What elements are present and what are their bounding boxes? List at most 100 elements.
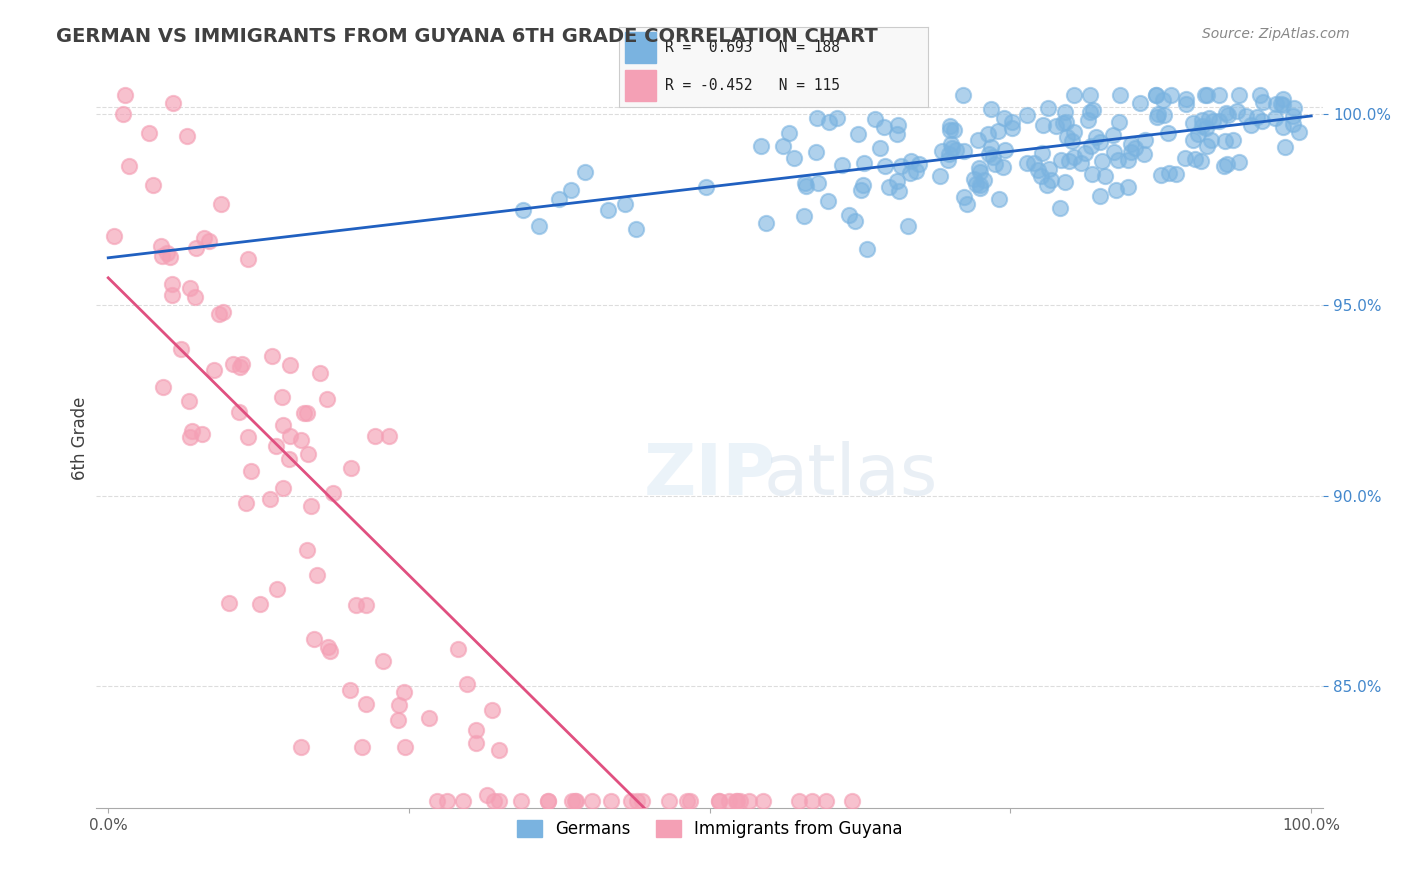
Point xyxy=(1201,132,1223,146)
Text: R =  0.693   N = 188: R = 0.693 N = 188 xyxy=(665,40,839,55)
Point xyxy=(1216,108,1239,122)
Point xyxy=(512,203,534,218)
Point xyxy=(1084,130,1107,145)
Point xyxy=(846,127,869,141)
Point xyxy=(1227,88,1250,103)
Point xyxy=(150,239,173,253)
Point xyxy=(1272,120,1295,134)
Point xyxy=(1052,115,1074,129)
Point xyxy=(446,642,468,657)
Point xyxy=(481,703,503,717)
Point xyxy=(159,250,181,264)
Point xyxy=(793,209,815,223)
Point xyxy=(451,794,474,808)
Point xyxy=(574,165,596,179)
Point xyxy=(262,349,284,363)
Point xyxy=(904,163,927,178)
Point xyxy=(1216,156,1239,170)
Point xyxy=(547,192,569,206)
Point xyxy=(614,197,637,211)
Point xyxy=(1121,137,1143,152)
Point xyxy=(900,153,922,168)
Point xyxy=(939,122,962,136)
Point xyxy=(991,161,1014,175)
Point xyxy=(1074,145,1097,160)
Point xyxy=(831,158,853,172)
Point xyxy=(1107,153,1129,167)
Point xyxy=(1174,97,1197,112)
Point xyxy=(890,159,912,173)
Point xyxy=(270,390,292,404)
Point xyxy=(141,178,163,192)
Point xyxy=(371,654,394,668)
Point xyxy=(1036,101,1059,115)
Point xyxy=(886,174,908,188)
Point xyxy=(1157,126,1180,140)
Point xyxy=(886,127,908,141)
Point xyxy=(931,144,953,158)
Point xyxy=(1108,115,1130,129)
Point xyxy=(1271,92,1294,106)
Point xyxy=(709,794,731,808)
Point xyxy=(1054,104,1077,119)
Point xyxy=(873,160,896,174)
Point xyxy=(564,794,586,808)
Point xyxy=(620,794,643,808)
Point xyxy=(1144,88,1167,103)
Point xyxy=(897,219,920,234)
Point xyxy=(983,157,1005,171)
Point xyxy=(1191,120,1213,134)
Point xyxy=(1215,134,1237,148)
Point xyxy=(980,140,1002,154)
Point xyxy=(266,438,288,452)
Point xyxy=(162,96,184,111)
Point xyxy=(929,169,952,183)
Point xyxy=(1181,133,1204,147)
Point xyxy=(1146,110,1168,124)
Point xyxy=(599,794,621,808)
Point xyxy=(1102,128,1125,142)
Point xyxy=(755,216,778,230)
Point xyxy=(969,161,991,175)
Point xyxy=(1234,109,1257,123)
Point xyxy=(1226,104,1249,119)
Point xyxy=(322,485,344,500)
Point xyxy=(993,111,1015,125)
Point xyxy=(1184,152,1206,166)
Point xyxy=(560,183,582,197)
Text: ZIP: ZIP xyxy=(644,441,776,510)
Point xyxy=(969,178,991,192)
Point xyxy=(1036,178,1059,193)
Point xyxy=(724,794,747,808)
Point xyxy=(464,736,486,750)
Point xyxy=(1270,97,1292,112)
Point xyxy=(869,140,891,154)
Point xyxy=(938,120,960,134)
Point xyxy=(1049,201,1071,215)
Point xyxy=(676,794,699,808)
Point xyxy=(782,151,804,165)
Point xyxy=(1102,145,1125,160)
Point xyxy=(936,153,959,167)
Point xyxy=(1288,125,1310,139)
Point xyxy=(509,794,531,808)
Point xyxy=(1070,156,1092,170)
Point xyxy=(170,343,193,357)
Point xyxy=(1227,155,1250,169)
Point xyxy=(209,197,232,211)
Point xyxy=(1251,114,1274,128)
Point xyxy=(184,289,207,303)
Point xyxy=(938,147,960,161)
Point xyxy=(228,405,250,419)
Point xyxy=(865,112,887,126)
Point xyxy=(1029,169,1052,183)
Point xyxy=(626,221,648,235)
Point xyxy=(308,366,330,380)
Point xyxy=(1222,133,1244,147)
Point xyxy=(1175,92,1198,106)
Point xyxy=(994,144,1017,158)
Point xyxy=(1129,96,1152,111)
Point xyxy=(1195,121,1218,136)
Point xyxy=(852,178,875,192)
Point xyxy=(297,447,319,461)
